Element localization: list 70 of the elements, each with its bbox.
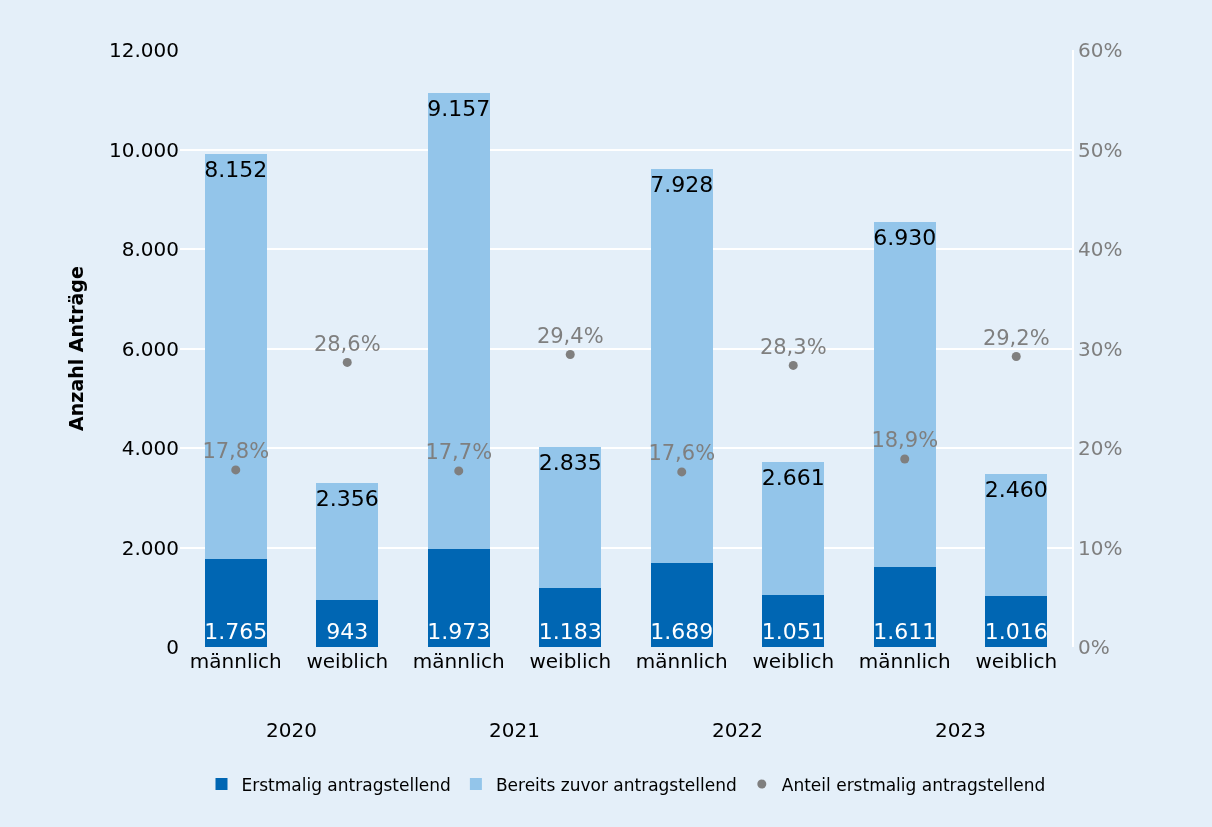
y-tick-label: 2.000 bbox=[121, 535, 179, 560]
y-axis-title: Anzahl Anträge bbox=[64, 266, 87, 431]
point bbox=[1011, 351, 1021, 361]
y-tick-label: 12.000 bbox=[109, 38, 179, 62]
data-label: 1.016 bbox=[984, 619, 1048, 644]
y2-tick-label: 0% bbox=[1078, 635, 1110, 659]
y-tick-label: 6.000 bbox=[121, 336, 179, 361]
y2-tick-label: 30% bbox=[1078, 336, 1123, 361]
y-tick-label: 10.000 bbox=[109, 137, 179, 162]
text: 2022 bbox=[712, 718, 763, 742]
data-label: 1.183 bbox=[538, 619, 602, 644]
data-label: 2.661 bbox=[761, 465, 825, 491]
y2-tick-label: 10% bbox=[1078, 535, 1123, 560]
data-label: 29,2% bbox=[982, 325, 1050, 350]
x-tick-label: männlich bbox=[412, 649, 505, 673]
data-label: 1.051 bbox=[761, 619, 825, 644]
bar bbox=[316, 482, 379, 601]
point bbox=[677, 467, 687, 477]
data-label: 2.356 bbox=[315, 485, 379, 511]
point bbox=[342, 357, 352, 367]
data-label: 7.928 bbox=[650, 171, 714, 197]
point bbox=[231, 465, 241, 475]
legend-label: Bereits zuvor antragstellend bbox=[495, 774, 737, 795]
bar bbox=[204, 153, 267, 560]
x-tick-label: männlich bbox=[189, 649, 282, 673]
x-tick-label: weiblich bbox=[975, 649, 1058, 673]
data-label: 1.689 bbox=[650, 619, 714, 644]
point bbox=[565, 349, 575, 359]
data-label: 1.611 bbox=[873, 619, 937, 644]
legend-label: Anteil erstmalig antragstellend bbox=[781, 774, 1046, 795]
bar bbox=[873, 222, 936, 567]
point bbox=[788, 360, 798, 370]
bar bbox=[873, 566, 936, 647]
y2-tick-label: 60% bbox=[1078, 38, 1123, 62]
data-label: 29,4% bbox=[536, 323, 604, 348]
x-tick-label: männlich bbox=[635, 649, 728, 673]
y2-tick-label: 20% bbox=[1078, 436, 1123, 460]
x-tick-label: männlich bbox=[858, 649, 951, 673]
bar bbox=[427, 93, 490, 549]
data-label: 6.930 bbox=[873, 225, 937, 251]
point bbox=[900, 454, 910, 464]
bar bbox=[204, 559, 267, 647]
text: 2021 bbox=[489, 718, 540, 742]
bar bbox=[985, 474, 1048, 597]
y2-tick-label: 40% bbox=[1078, 237, 1123, 261]
x-tick-label: weiblich bbox=[752, 649, 835, 673]
data-label: 9.157 bbox=[427, 96, 491, 122]
x-tick-label: weiblich bbox=[306, 649, 389, 673]
legend-label: Erstmalig antragstellend bbox=[241, 774, 451, 795]
text: 2023 bbox=[935, 718, 986, 742]
data-label: 28,3% bbox=[759, 334, 827, 359]
bar bbox=[650, 562, 713, 647]
y-tick-label: 4.000 bbox=[121, 436, 179, 460]
bar bbox=[427, 548, 490, 647]
y-tick-label: 8.000 bbox=[121, 237, 179, 261]
text: 2020 bbox=[266, 718, 317, 742]
data-label: 2.835 bbox=[538, 450, 602, 476]
y2-tick-label: 50% bbox=[1078, 137, 1123, 162]
y-tick-label: 0 bbox=[166, 635, 179, 659]
data-label: 1.973 bbox=[427, 619, 491, 644]
data-label: 2.460 bbox=[984, 477, 1048, 503]
data-label: 1.765 bbox=[204, 619, 268, 644]
data-label: 943 bbox=[326, 619, 369, 644]
bar bbox=[539, 447, 602, 589]
data-label: 28,6% bbox=[313, 331, 381, 356]
bar bbox=[650, 168, 713, 563]
bar bbox=[762, 462, 825, 595]
point bbox=[454, 466, 464, 476]
data-label: 8.152 bbox=[204, 156, 268, 182]
x-tick-label: weiblich bbox=[529, 649, 612, 673]
